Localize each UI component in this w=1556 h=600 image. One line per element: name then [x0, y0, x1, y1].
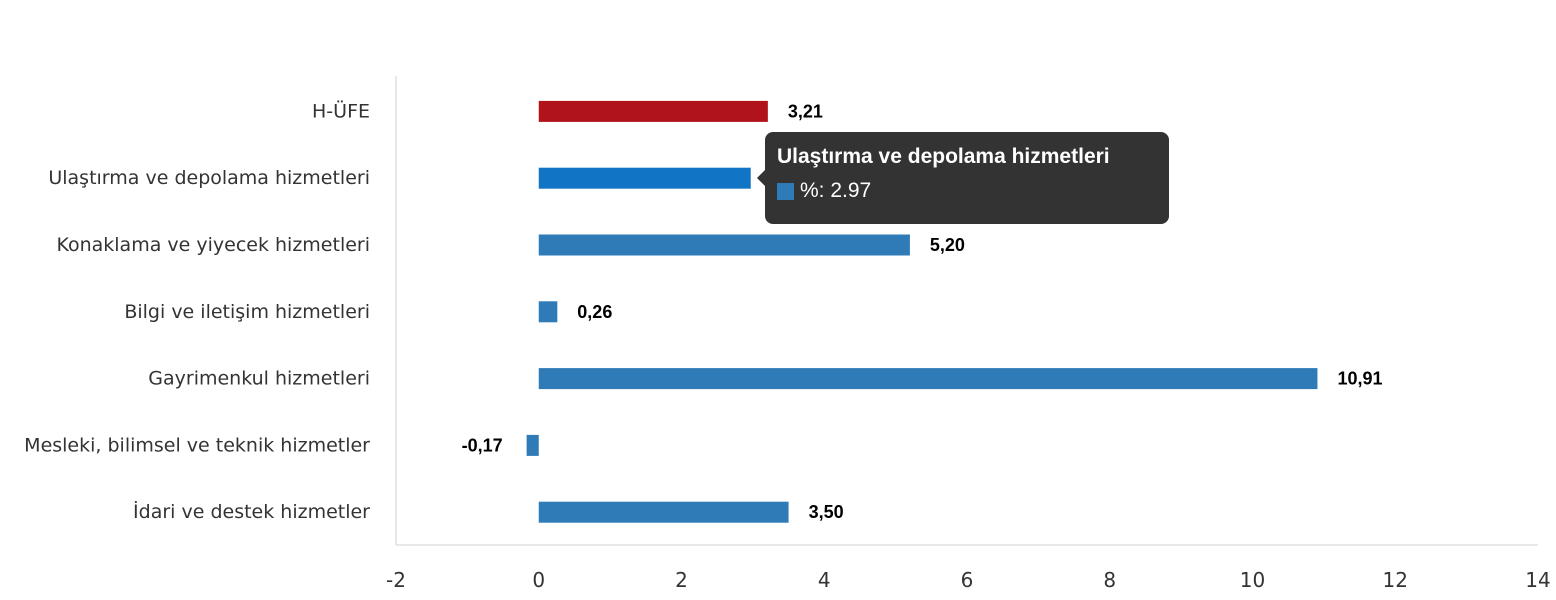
category-label: Konaklama ve yiyecek hizmetleri — [56, 234, 370, 256]
data-label: 5,20 — [930, 235, 965, 255]
x-tick-label: -2 — [386, 568, 406, 592]
category-label: İdari ve destek hizmetler — [133, 500, 370, 523]
data-label: -0,17 — [462, 435, 503, 455]
tooltip-series-swatch — [777, 182, 794, 200]
bar[interactable] — [538, 301, 558, 323]
data-label: 10,91 — [1337, 369, 1382, 389]
tooltip-title: Ulaştırma ve depolama hizmetleri — [777, 145, 1110, 168]
tooltip-value-row: %: 2.97 — [777, 178, 1157, 204]
bars — [526, 100, 1318, 523]
x-tick-label: 6 — [961, 568, 974, 592]
bar[interactable] — [538, 234, 910, 256]
tooltip-value: %: 2.97 — [800, 179, 872, 202]
bar[interactable] — [538, 100, 768, 122]
x-tick-label: 12 — [1383, 568, 1408, 592]
x-tick-label: 0 — [532, 568, 545, 592]
x-tick-label: 10 — [1240, 568, 1265, 592]
category-label: Gayrimenkul hizmetleri — [148, 368, 370, 390]
x-tick-label: 14 — [1525, 568, 1550, 592]
category-label: Ulaştırma ve depolama hizmetleri — [48, 167, 370, 189]
x-tick-label: 4 — [818, 568, 831, 592]
data-label: 0,26 — [577, 302, 612, 322]
category-label: Mesleki, bilimsel ve teknik hizmetler — [24, 434, 370, 456]
x-tick-label: 2 — [675, 568, 688, 592]
data-label: 3,50 — [809, 502, 844, 522]
tooltip-arrow — [757, 170, 765, 186]
category-label: H-ÜFE — [312, 99, 370, 122]
data-label: 3,21 — [788, 101, 823, 121]
category-labels: H-ÜFE Ulaştırma ve depolama hizmetleri Kon… — [24, 99, 370, 523]
x-axis-ticks: -2 0 2 4 6 8 10 12 14 — [386, 568, 1551, 592]
bar[interactable] — [526, 434, 539, 456]
bar[interactable] — [538, 368, 1318, 390]
category-label: Bilgi ve iletişim hizmetleri — [124, 301, 370, 323]
bar[interactable] — [538, 501, 789, 523]
x-tick-label: 8 — [1103, 568, 1116, 592]
tooltip: Ulaştırma ve depolama hizmetleri %: 2.97 — [757, 132, 1169, 224]
bar[interactable] — [538, 167, 751, 189]
